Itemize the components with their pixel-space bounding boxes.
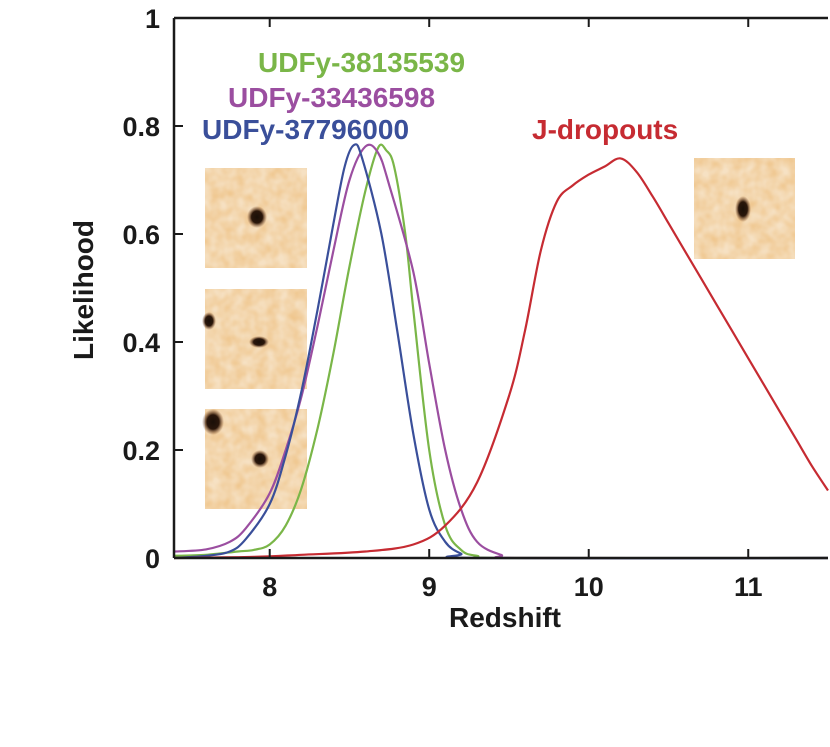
- label-udfy-38135539: UDFy-38135539: [258, 47, 465, 78]
- label-udfy-33436598: UDFy-33436598: [228, 82, 435, 113]
- y-tick-label: 0.2: [122, 436, 160, 466]
- series-line-udfy-33436598: [173, 143, 829, 560]
- inset-j-dropouts: [694, 158, 795, 259]
- x-tick-label: 10: [574, 572, 604, 602]
- x-tick-label: 9: [422, 572, 437, 602]
- inset-udfy-33436598: [202, 289, 307, 389]
- y-tick-label: 0.6: [122, 220, 160, 250]
- y-tick-label: 1: [145, 4, 160, 34]
- y-tick-label: 0: [145, 544, 160, 574]
- series-line-udfy-37796000: [173, 143, 829, 560]
- x-tick-label: 8: [262, 572, 277, 602]
- inset-udfy-38135539: [205, 168, 307, 268]
- label-udfy-37796000: UDFy-37796000: [202, 114, 409, 145]
- y-axis-title: Likelihood: [68, 220, 99, 360]
- y-tick-label: 0.8: [122, 112, 160, 142]
- inset-udfy-37796000: [202, 409, 307, 509]
- label-j-dropouts: J-dropouts: [532, 114, 678, 145]
- y-tick-label: 0.4: [122, 328, 160, 358]
- series-line-j-dropouts: [173, 157, 829, 560]
- series-line-udfy-38135539: [173, 143, 829, 560]
- x-tick-label: 11: [734, 572, 763, 602]
- x-axis-title: Redshift: [449, 602, 561, 633]
